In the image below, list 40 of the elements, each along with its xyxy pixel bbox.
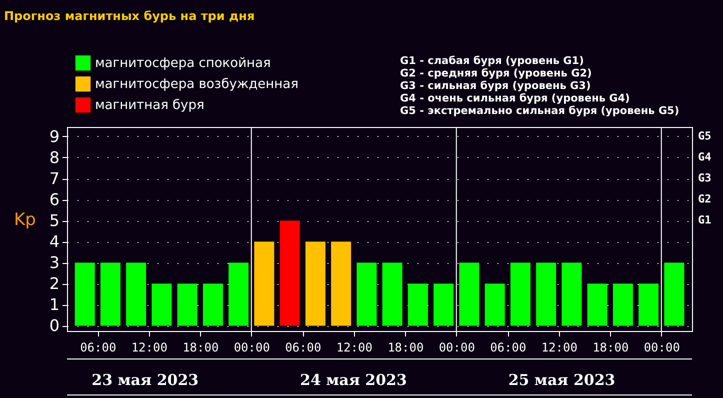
- y-tick-label: 8: [49, 148, 60, 167]
- text: G5: [698, 129, 712, 142]
- x-tick-label: 12:00: [336, 340, 372, 354]
- y-tick-label: 7: [49, 169, 60, 188]
- chart-title: Прогноз магнитных бурь на три дня: [4, 9, 255, 23]
- y-tick-label: 2: [49, 274, 60, 294]
- text: G2: [698, 192, 712, 206]
- y-tick-label: 9: [49, 126, 60, 146]
- legend-label: магнитосфера спокойная: [95, 56, 271, 71]
- text: G4 - очень сильная буря (уровень G4): [400, 92, 630, 104]
- x-tick-label: 00:00: [644, 340, 680, 354]
- y-tick-label: 5: [49, 211, 60, 230]
- legend-label: магнитосфера возбужденная: [95, 77, 298, 92]
- y-tick-label: 4: [49, 232, 60, 252]
- x-tick-label: 18:00: [592, 340, 629, 354]
- text: 23 мая 2023: [92, 371, 199, 389]
- text: 25 мая 2023: [508, 371, 616, 389]
- text: 24 мая 2023: [300, 371, 407, 389]
- y-tick-label: 6: [49, 190, 60, 210]
- x-tick-label: 18:00: [388, 340, 424, 354]
- y-axis-title: Kp: [14, 210, 36, 230]
- x-tick-label: 06:00: [490, 340, 526, 354]
- text: G3 - сильная буря (уровень G3): [400, 80, 591, 92]
- text: G4: [698, 150, 712, 164]
- x-tick-label: 12:00: [131, 340, 168, 354]
- x-tick-label: 00:00: [234, 340, 270, 354]
- legend-label: магнитная буря: [95, 98, 204, 113]
- x-tick-label: 06:00: [285, 340, 322, 354]
- x-tick-label: 18:00: [182, 340, 219, 354]
- y-tick-label: 1: [49, 295, 60, 314]
- x-tick-label: 00:00: [438, 340, 475, 354]
- x-tick-label: 06:00: [80, 340, 116, 354]
- text: G2 - средняя буря (уровень G2): [400, 68, 592, 80]
- text: G1 - слабая буря (уровень G1): [400, 55, 584, 67]
- y-tick-label: 3: [49, 253, 60, 272]
- y-tick-label: 0: [49, 316, 60, 336]
- text: G1: [698, 214, 712, 227]
- x-tick-label: 12:00: [541, 340, 578, 354]
- text: G3: [698, 172, 712, 185]
- text: G5 - экстремально сильная буря (уровень G5): [400, 105, 680, 117]
